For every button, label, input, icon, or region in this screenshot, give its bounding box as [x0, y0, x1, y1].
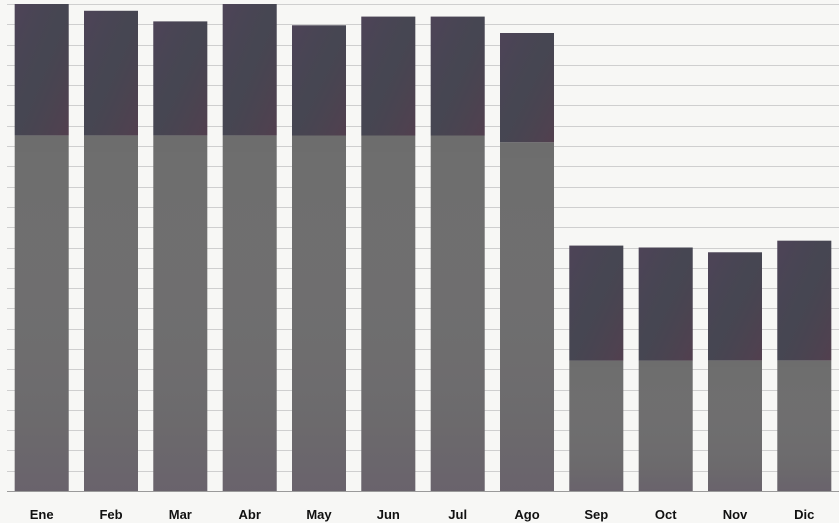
bar-texture-sep-upper: [569, 245, 624, 361]
x-tick-labels: Ene Feb Mar Abr May Jun Jul Ago Sep Oct Nov Dic: [30, 507, 815, 522]
bar-texture-abr-upper: [222, 4, 277, 136]
bar-texture-oct-upper: [638, 247, 693, 361]
bar-texture-feb-upper: [84, 10, 138, 136]
bar-texture-nov-lower: [708, 360, 762, 491]
bar-texture-ene-lower: [14, 135, 69, 491]
bar-texture-sep-lower: [569, 360, 624, 491]
x-tick-label-ago: Ago: [514, 507, 539, 522]
bar-texture-abr-lower: [222, 135, 277, 491]
x-tick-label-abr: Abr: [239, 507, 261, 522]
bar-texture-mar-upper: [153, 21, 208, 136]
x-tick-label-ene: Ene: [30, 507, 54, 522]
x-tick-label-nov: Nov: [723, 507, 748, 522]
bar-texture-jun-upper: [361, 16, 416, 136]
bar-texture-nov-upper: [708, 252, 762, 361]
x-tick-label-jun: Jun: [377, 507, 400, 522]
x-tick-label-dic: Dic: [794, 507, 814, 522]
x-tick-label-oct: Oct: [655, 507, 677, 522]
gridlines: [7, 4, 839, 492]
bar-texture-ago-upper: [500, 33, 554, 143]
x-tick-label-jul: Jul: [448, 507, 467, 522]
bar-texture-jul-lower: [430, 135, 485, 491]
bar-texture-jun-lower: [361, 135, 416, 491]
bar-texture-ene-upper: [14, 4, 69, 136]
bar-texture-dic-upper: [777, 240, 832, 361]
bars: [14, 4, 832, 491]
x-tick-label-feb: Feb: [99, 507, 122, 522]
bar-texture-jul-upper: [430, 16, 485, 136]
x-tick-label-sep: Sep: [584, 507, 608, 522]
bar-texture-mar-lower: [153, 135, 208, 491]
x-tick-label-may: May: [306, 507, 332, 522]
bar-texture-dic-lower: [777, 360, 832, 491]
bar-texture-oct-lower: [638, 360, 693, 491]
bar-texture-may-upper: [292, 25, 346, 136]
x-tick-label-mar: Mar: [169, 507, 192, 522]
bar-texture-ago-lower: [500, 142, 554, 491]
bar-texture-feb-lower: [84, 135, 138, 491]
bar-texture-may-lower: [292, 135, 346, 491]
